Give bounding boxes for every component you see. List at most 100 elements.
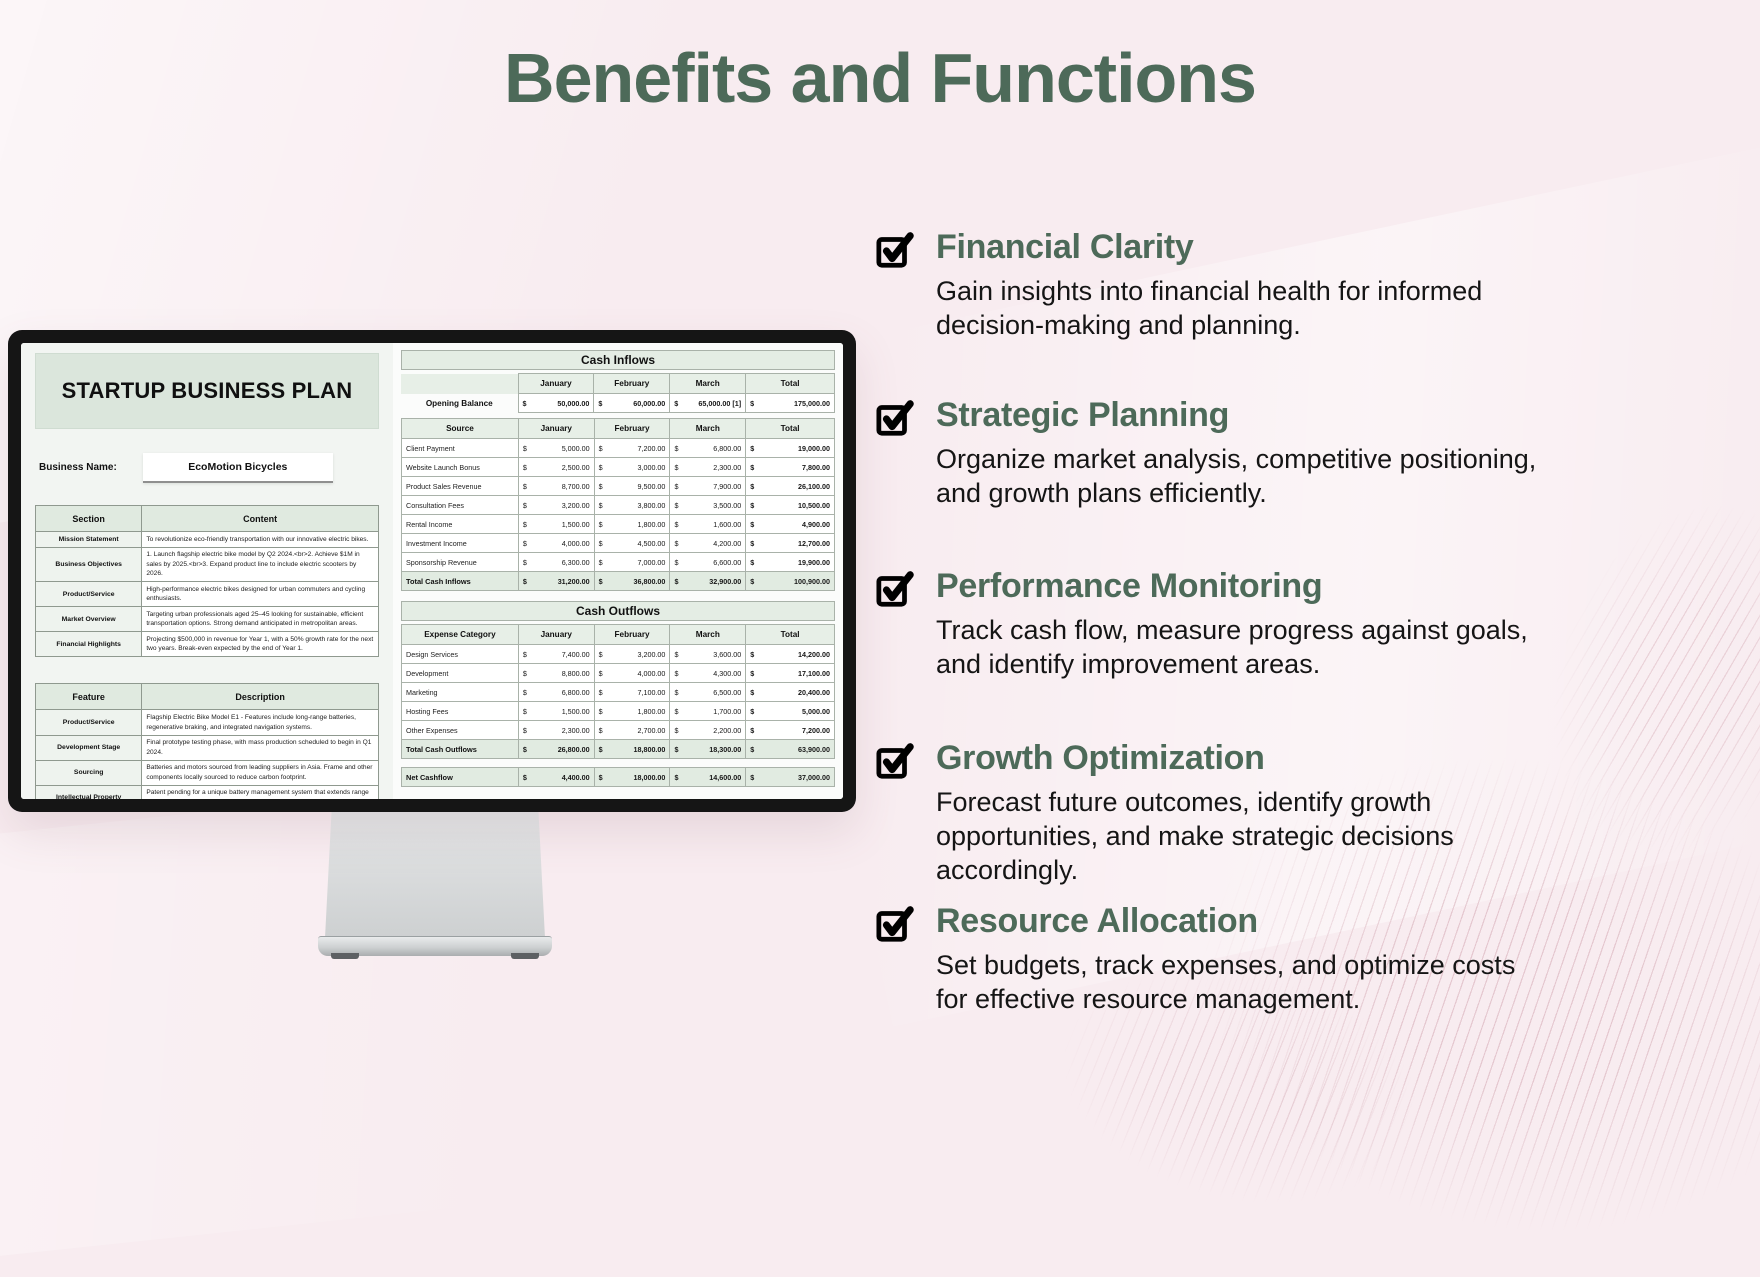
checkbox-icon [876, 742, 914, 887]
amount-cell: $50,000.00 [517, 393, 595, 413]
amount-cell: $6,500.00 [669, 682, 747, 702]
month-header: February [593, 418, 671, 439]
amount-cell: $3,200.00 [517, 495, 595, 515]
benefit-description: Forecast future outcomes, identify growt… [936, 787, 1454, 886]
cash-inflow-row: Product Sales Revenue $8,700.00 $9,500.0… [401, 476, 835, 496]
cash-inflow-row: Sponsorship Revenue $6,300.00 $7,000.00 … [401, 552, 835, 572]
description-column-header: Description [141, 683, 379, 711]
amount-cell: $5,000.00 [517, 438, 595, 458]
amount-cell: $12,700.00 [745, 533, 835, 553]
amount-cell: $32,900.00 [669, 571, 747, 591]
month-header: January [517, 418, 595, 439]
cash-inflows-title: Cash Inflows [401, 350, 835, 370]
currency-symbol: $ [522, 519, 527, 529]
checkbox-icon [876, 231, 914, 342]
amount-cell: $6,800.00 [517, 682, 595, 702]
monitor-stand-base [318, 936, 552, 956]
currency-symbol: $ [598, 500, 603, 510]
currency-symbol: $ [522, 500, 527, 510]
amount-cell: $10,500.00 [745, 495, 835, 515]
currency-symbol: $ [598, 772, 603, 782]
amount-cell: $3,200.00 [593, 644, 671, 664]
amount-cell: $14,200.00 [745, 644, 835, 664]
section-label-cell: Mission Statement [34, 531, 143, 548]
amount-cell: $1,500.00 [517, 514, 595, 534]
feature-label-cell: Development Stage [34, 734, 143, 761]
expense-header-row: Expense Category January February March … [401, 624, 835, 645]
amount-cell: $37,000.00 [745, 767, 835, 787]
amount-cell: $2,200.00 [669, 720, 747, 740]
currency-symbol: $ [598, 687, 603, 697]
table-row: Business Objectives 1. Launch flagship e… [34, 546, 379, 583]
amount-cell: $4,000.00 [517, 533, 595, 553]
amount-cell: $3,500.00 [669, 495, 747, 515]
expense-label-cell: Design Services [401, 644, 519, 664]
currency-symbol: $ [750, 706, 755, 716]
net-cashflow-label: Net Cashflow [401, 767, 519, 787]
expense-label-cell: Development [401, 663, 519, 683]
currency-symbol: $ [522, 706, 527, 716]
amount-cell: $1,700.00 [669, 701, 747, 721]
benefit-title: Resource Allocation [936, 902, 1258, 940]
amount-cell: $1,500.00 [517, 701, 595, 721]
amount-cell: $4,400.00 [517, 767, 595, 787]
checkbox-icon [876, 905, 914, 1016]
benefit-description: Set budgets, track expenses, and optimiz… [936, 950, 1516, 1015]
currency-symbol: $ [674, 519, 679, 529]
benefit-title: Strategic Planning [936, 396, 1230, 434]
amount-cell: $6,600.00 [669, 552, 747, 572]
currency-symbol: $ [674, 668, 679, 678]
section-table-header: Section Content [34, 505, 379, 532]
currency-symbol: $ [522, 538, 527, 548]
amount-cell: $19,000.00 [745, 438, 835, 458]
benefit-text: Growth Optimization Forecast future outc… [936, 739, 1454, 887]
currency-symbol: $ [674, 538, 679, 548]
table-row: Product/Service High-performance electri… [34, 581, 379, 608]
source-label-cell: Investment Income [401, 533, 519, 553]
monitor-stand-foot [511, 953, 539, 959]
currency-symbol: $ [522, 687, 527, 697]
feature-label-cell: Intellectual Property [34, 784, 143, 799]
amount-cell: $3,600.00 [669, 644, 747, 664]
source-label-cell: Consultation Fees [401, 495, 519, 515]
section-table: Section Content Mission Statement To rev… [34, 505, 379, 658]
table-row: Market Overview Targeting urban professi… [34, 606, 379, 633]
currency-symbol: $ [598, 706, 603, 716]
table-row: Mission Statement To revolutionize eco-f… [34, 531, 379, 548]
opening-balance-label: Opening Balance [425, 398, 493, 408]
currency-symbol: $ [522, 649, 527, 659]
amount-cell: $18,800.00 [593, 739, 671, 759]
benefit-text: Performance Monitoring Track cash flow, … [936, 567, 1528, 681]
currency-symbol: $ [522, 744, 527, 754]
month-header: Total [745, 624, 835, 645]
currency-symbol: $ [674, 500, 679, 510]
table-row: Intellectual Property Patent pending for… [34, 784, 379, 799]
currency-symbol: $ [750, 538, 755, 548]
feature-table-header: Feature Description [34, 683, 379, 711]
expense-label-cell: Marketing [401, 682, 519, 702]
expense-column-header: Expense Category [401, 624, 519, 645]
table-row: Sourcing Batteries and motors sourced fr… [34, 759, 379, 786]
amount-cell: $7,800.00 [745, 457, 835, 477]
currency-symbol: $ [750, 500, 755, 510]
benefit-item: Financial Clarity Gain insights into fin… [876, 228, 1482, 342]
amount-cell: $175,000.00 [745, 393, 835, 413]
amount-cell: $2,500.00 [517, 457, 595, 477]
currency-symbol: $ [674, 772, 679, 782]
expense-label-cell: Hosting Fees [401, 701, 519, 721]
currency-symbol: $ [598, 744, 603, 754]
amount-cell: $8,800.00 [517, 663, 595, 683]
cash-flow-sheet: Cash Inflows January February March Tota… [393, 343, 843, 799]
currency-symbol: $ [598, 481, 603, 491]
feature-label-cell: Product/Service [34, 709, 143, 736]
source-label-cell: Rental Income [401, 514, 519, 534]
month-header: January [517, 624, 595, 645]
benefit-item: Growth Optimization Forecast future outc… [876, 739, 1454, 887]
month-header: March [669, 418, 747, 439]
amount-cell: $4,500.00 [593, 533, 671, 553]
business-name-input[interactable]: EcoMotion Bicycles [142, 453, 333, 483]
amount-cell: $1,800.00 [593, 514, 671, 534]
section-content-cell: 1. Launch flagship electric bike model b… [141, 546, 379, 583]
currency-symbol: $ [674, 557, 679, 567]
feature-description-cell: Flagship Electric Bike Model E1 - Featur… [141, 709, 379, 736]
